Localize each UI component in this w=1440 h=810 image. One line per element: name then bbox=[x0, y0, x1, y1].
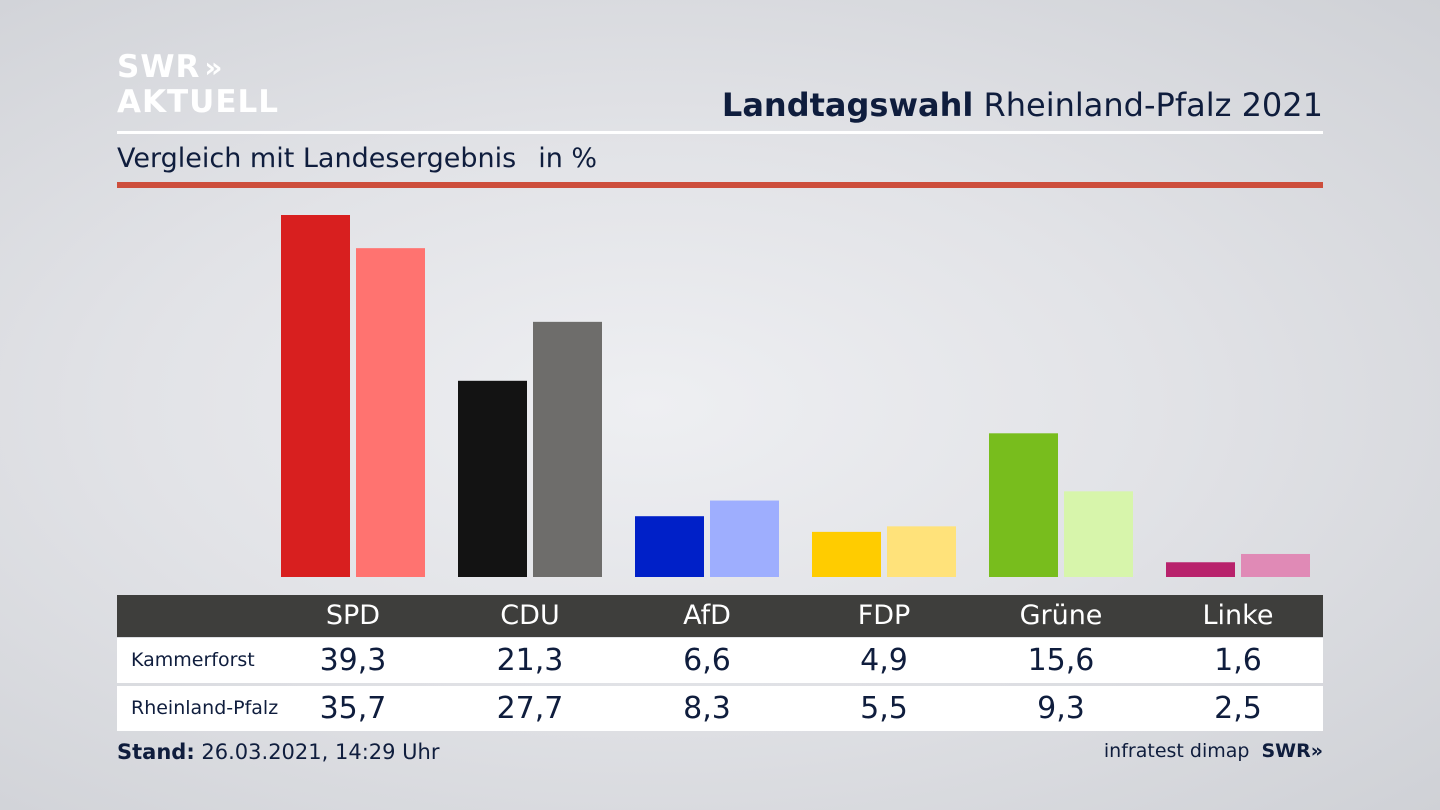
divider-red bbox=[117, 182, 1323, 188]
value-cdu: 27,7 bbox=[496, 691, 564, 726]
value-spd: 35,7 bbox=[319, 691, 387, 726]
table-header: SPD CDU AfD FDP Grüne Linke bbox=[117, 595, 1323, 637]
value-afd: 6,6 bbox=[683, 643, 731, 678]
page-title: Landtagswahl Rheinland-Pfalz 2021 bbox=[722, 86, 1323, 124]
table-row: Kammerforst 39,3 21,3 6,6 4,9 15,6 1,6 bbox=[117, 638, 1323, 683]
table-row: Rheinland-Pfalz 35,7 27,7 8,3 5,5 9,3 2,5 bbox=[117, 686, 1323, 731]
chart-subtitle: Vergleich mit Landesergebnis in % bbox=[117, 143, 597, 174]
bar-linke-kammerforst bbox=[1166, 562, 1235, 577]
bar-chart bbox=[281, 215, 1310, 577]
logo-text-swr: SWR bbox=[117, 49, 201, 85]
source-text: infratest dimap bbox=[1103, 740, 1250, 762]
value-grüne: 9,3 bbox=[1037, 691, 1085, 726]
column-header-spd: SPD bbox=[325, 600, 381, 631]
bar-fdp-rheinland-pfalz bbox=[887, 526, 956, 577]
value-linke: 1,6 bbox=[1214, 643, 1262, 678]
row-label-kammerforst: Kammerforst bbox=[131, 649, 255, 671]
column-header-fdp: FDP bbox=[857, 600, 911, 631]
source-credit: infratest dimap SWR» bbox=[1104, 740, 1323, 762]
bar-afd-rheinland-pfalz bbox=[710, 500, 779, 577]
value-fdp: 5,5 bbox=[860, 691, 908, 726]
column-header-linke: Linke bbox=[1202, 600, 1274, 631]
column-header-afd: AfD bbox=[683, 600, 731, 631]
divider-white bbox=[117, 131, 1323, 134]
logo-text-aktuell: AKTUELL bbox=[117, 84, 280, 120]
title-bold: Landtagswahl bbox=[721, 86, 974, 124]
column-header-cdu: CDU bbox=[500, 600, 560, 631]
bar-cdu-kammerforst bbox=[458, 380, 527, 577]
bar-grüne-rheinland-pfalz bbox=[1064, 491, 1133, 577]
value-grüne: 15,6 bbox=[1027, 643, 1095, 678]
stand-label: Stand: bbox=[117, 740, 195, 764]
value-spd: 39,3 bbox=[319, 643, 387, 678]
column-header-grüne: Grüne bbox=[1019, 600, 1103, 631]
value-fdp: 4,9 bbox=[860, 643, 908, 678]
bar-cdu-rheinland-pfalz bbox=[533, 321, 602, 577]
swr-aktuell-logo: SWR » AKTUELL bbox=[117, 52, 279, 118]
title-rest: Rheinland-Pfalz 2021 bbox=[973, 86, 1323, 124]
bar-spd-rheinland-pfalz bbox=[356, 248, 425, 577]
row-label-rheinland-pfalz: Rheinland-Pfalz bbox=[131, 697, 279, 719]
unit-label: in % bbox=[538, 143, 598, 174]
value-linke: 2,5 bbox=[1214, 691, 1262, 726]
bar-linke-rheinland-pfalz bbox=[1241, 553, 1310, 577]
bar-spd-kammerforst bbox=[281, 215, 350, 577]
value-afd: 8,3 bbox=[683, 691, 731, 726]
swr-small-logo: SWR» bbox=[1261, 740, 1323, 762]
bar-grüne-kammerforst bbox=[989, 433, 1058, 577]
value-cdu: 21,3 bbox=[496, 643, 564, 678]
bar-fdp-kammerforst bbox=[812, 531, 881, 577]
bar-afd-kammerforst bbox=[635, 516, 704, 577]
timestamp: Stand: 26.03.2021, 14:29 Uhr bbox=[117, 740, 440, 764]
stand-value: 26.03.2021, 14:29 Uhr bbox=[194, 740, 440, 764]
subtitle-text: Vergleich mit Landesergebnis bbox=[117, 143, 517, 174]
